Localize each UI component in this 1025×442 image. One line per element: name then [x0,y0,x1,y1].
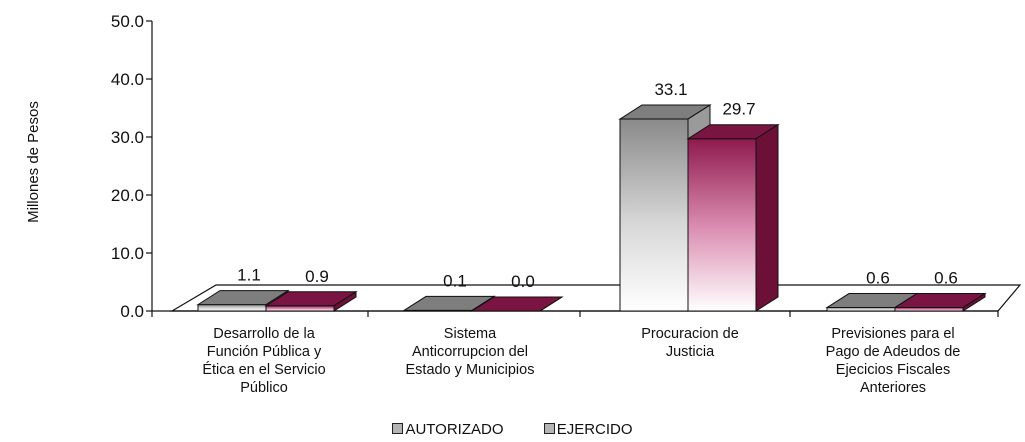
bar-autorizado-2-front [619,118,689,312]
legend-label-ejercido: EJERCIDO [556,421,633,438]
category-label-line: Sistema [443,326,497,342]
category-label-line: Anticorrupcion del [411,344,529,360]
legend-swatch-autorizado [392,423,404,434]
category-label-line: Estado y Municipios [405,362,535,378]
category-label-line: Público [240,380,288,396]
value-label-autorizado-2: 33.1 [654,80,687,99]
bar-ejercido-0-front [265,305,335,312]
value-label-autorizado-0: 1.1 [237,266,261,285]
category-label-3: Previsiones para el Pago de Adeudos de Eje… [793,325,993,397]
y-tick-label: 0.0 [120,302,144,321]
y-tick-label: 10.0 [111,244,144,263]
legend: AUTORIZADO EJERCIDO [0,421,1025,438]
value-label-ejercido-1: 0.0 [511,272,535,291]
value-label-ejercido-2: 29.7 [722,100,755,119]
y-tick-label: 50.0 [111,12,144,31]
bar-autorizado-0-front [197,304,267,312]
category-label-0: Desarrollo de la Función Pública y Ética e… [164,325,364,397]
y-tick-label: 40.0 [111,70,144,89]
category-label-1: Sistema Anticorrupcion del Estado y Munici… [370,325,570,379]
bar-ejercido-2-front [687,138,757,312]
bar-autorizado-3-front [826,307,896,312]
y-axis-label: Millones de Pesos [25,101,42,223]
bar-ejercido-1-side [539,296,563,312]
category-label-line: Previsiones para el [831,326,955,342]
category-label-line: Pago de Adeudos de [825,344,961,360]
value-label-ejercido-0: 0.9 [305,267,329,286]
value-label-autorizado-1: 0.1 [443,271,467,290]
category-label-line: Justicia [665,344,715,360]
category-label-line: Anteriores [859,380,927,396]
value-label-autorizado-3: 0.6 [866,269,890,288]
category-label-line: Función Pública y [206,344,322,360]
category-label-line: Ejecicios Fiscales [835,362,951,378]
y-tick-label: 30.0 [111,128,144,147]
legend-item-autorizado: AUTORIZADO [392,421,504,438]
legend-item-ejercido: EJERCIDO [543,421,633,438]
value-label-ejercido-3: 0.6 [934,269,958,288]
category-label-line: Desarrollo de la [213,326,315,342]
y-tick-label: 20.0 [111,186,144,205]
bar-ejercido-0-side [333,290,357,312]
bar-ejercido-3-side [962,292,986,312]
category-label-2: Procuracion de Justicia [590,325,790,361]
bar-ejercido-2-side [755,123,779,312]
legend-swatch-ejercido [543,423,555,434]
legend-label-autorizado: AUTORIZADO [405,421,504,438]
category-label-line: Procuracion de [641,326,739,342]
category-label-line: Ética en el Servicio [202,362,326,378]
bar-ejercido-3-front [894,307,964,312]
